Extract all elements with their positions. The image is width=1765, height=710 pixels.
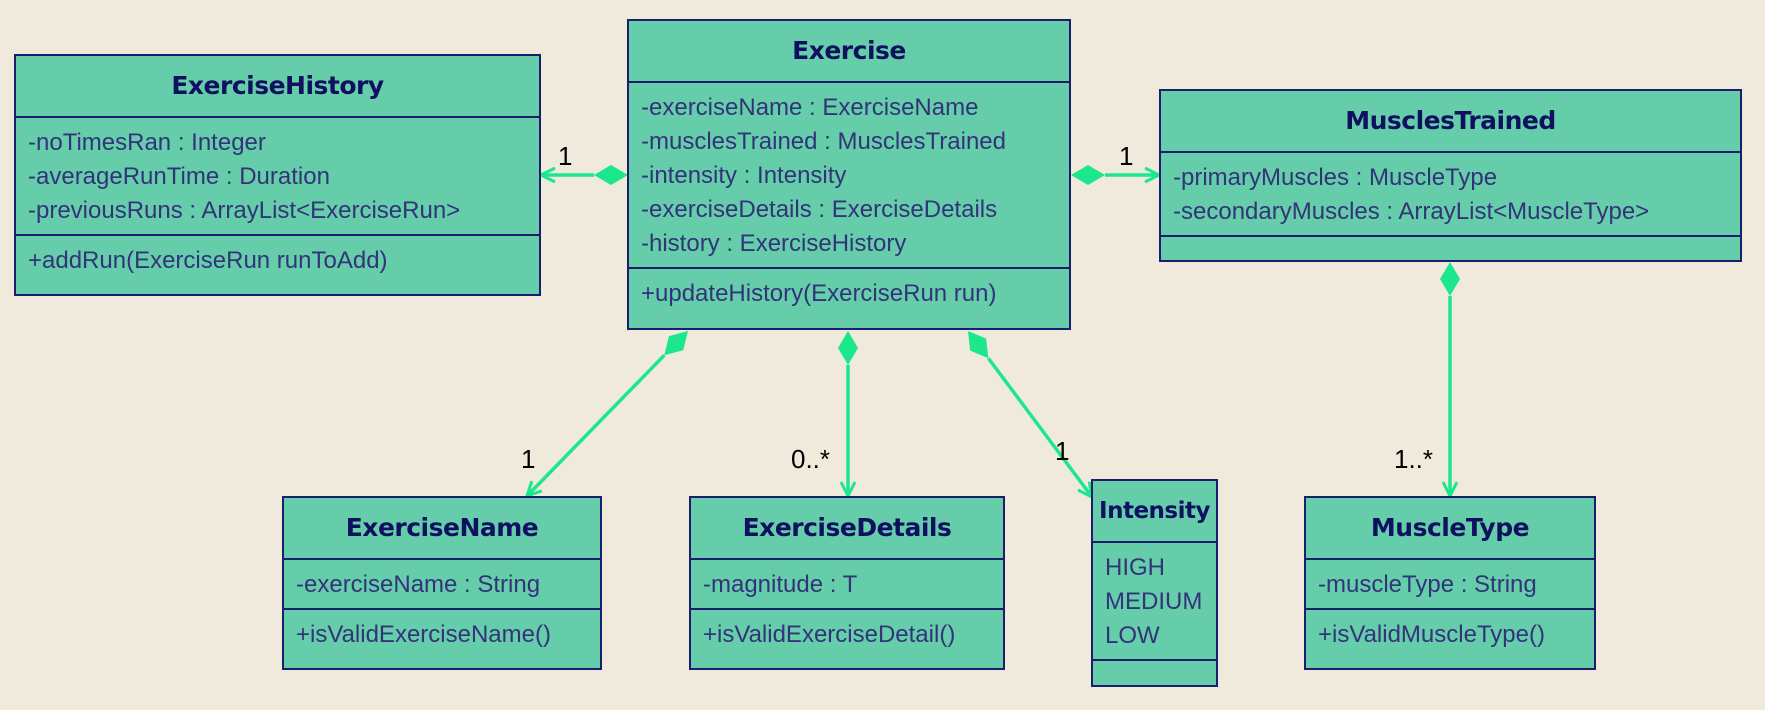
multiplicity-exercise-name: 1 — [521, 444, 535, 474]
method: +isValidMuscleType() — [1318, 621, 1545, 648]
composition-exercise-muscles-trained — [1071, 165, 1159, 185]
class-name: ExerciseName — [284, 498, 600, 560]
class-name: MusclesTrained — [1161, 91, 1740, 153]
composition-exercise-intensity — [968, 331, 1092, 497]
composition-diamond-icon — [838, 331, 858, 365]
attributes-section: -muscleType : String — [1306, 560, 1594, 610]
method: +isValidExerciseName() — [296, 621, 551, 648]
composition-diamond-icon — [1071, 165, 1105, 185]
methods-section — [1093, 661, 1216, 677]
composition-exercise-details — [838, 331, 858, 496]
attribute: -exerciseDetails : ExerciseDetails — [641, 196, 998, 223]
attribute: -averageRunTime : Duration — [28, 163, 330, 190]
multiplicity-intensity: 1 — [1055, 436, 1069, 466]
multiplicity-exercise-details: 0..* — [791, 444, 830, 474]
attribute: -exerciseName : ExerciseName — [641, 94, 979, 121]
attributes-section: -primaryMuscles : MuscleType -secondaryM… — [1161, 153, 1740, 237]
class-exercise-name[interactable]: ExerciseName -exerciseName : String +isV… — [282, 496, 602, 670]
attributes-section: -exerciseName : ExerciseName -musclesTra… — [629, 83, 1069, 269]
composition-exercise-name — [527, 331, 688, 496]
enum-literal: LOW — [1105, 622, 1160, 649]
attributes-section: -exerciseName : String — [284, 560, 600, 610]
class-muscles-trained[interactable]: MusclesTrained -primaryMuscles : MuscleT… — [1159, 89, 1742, 262]
attribute: -secondaryMuscles : ArrayList<MuscleType… — [1173, 198, 1650, 225]
class-name: MuscleType — [1306, 498, 1594, 560]
multiplicity-history: 1 — [558, 141, 572, 171]
methods-section: +isValidMuscleType() — [1306, 610, 1594, 658]
composition-muscles-trained-type — [1440, 262, 1460, 496]
class-exercise-details[interactable]: ExerciseDetails -magnitude : T +isValidE… — [689, 496, 1005, 670]
attribute: -intensity : Intensity — [641, 162, 847, 189]
attribute: -history : ExerciseHistory — [641, 230, 907, 257]
composition-diamond-icon — [594, 165, 628, 185]
method: +updateHistory(ExerciseRun run) — [641, 280, 997, 307]
method: +addRun(ExerciseRun runToAdd) — [28, 247, 388, 274]
methods-section: +addRun(ExerciseRun runToAdd) — [16, 236, 539, 284]
methods-section: +isValidExerciseDetail() — [691, 610, 1003, 658]
class-exercise[interactable]: Exercise -exerciseName : ExerciseName -m… — [627, 19, 1071, 330]
attributes-section: HIGH MEDIUM LOW — [1093, 543, 1216, 661]
attribute: -noTimesRan : Integer — [28, 129, 266, 156]
attribute: -previousRuns : ArrayList<ExerciseRun> — [28, 197, 461, 224]
methods-section — [1161, 237, 1740, 253]
composition-diamond-icon — [664, 331, 688, 356]
attribute: -musclesTrained : MusclesTrained — [641, 128, 1007, 155]
enum-literal: HIGH — [1105, 554, 1165, 581]
class-muscle-type[interactable]: MuscleType -muscleType : String +isValid… — [1304, 496, 1596, 670]
class-name: Intensity — [1093, 481, 1216, 543]
class-name: ExerciseDetails — [691, 498, 1003, 560]
method: +isValidExerciseDetail() — [703, 621, 956, 648]
connector-line — [527, 354, 666, 496]
methods-section: +isValidExerciseName() — [284, 610, 600, 658]
multiplicity-muscle-type: 1..* — [1394, 444, 1433, 474]
connector-line — [986, 357, 1092, 497]
class-intensity[interactable]: Intensity HIGH MEDIUM LOW — [1091, 479, 1218, 687]
attributes-section: -noTimesRan : Integer -averageRunTime : … — [16, 118, 539, 236]
composition-diamond-icon — [1440, 262, 1460, 296]
attribute: -exerciseName : String — [296, 571, 541, 598]
methods-section: +updateHistory(ExerciseRun run) — [629, 269, 1069, 317]
multiplicity-muscles-trained: 1 — [1119, 141, 1133, 171]
attribute: -muscleType : String — [1318, 571, 1537, 598]
class-name: ExerciseHistory — [16, 56, 539, 118]
attributes-section: -magnitude : T — [691, 560, 1003, 610]
enum-literal: MEDIUM — [1105, 588, 1203, 615]
composition-exercise-history — [541, 165, 628, 185]
class-name: Exercise — [629, 21, 1069, 83]
class-exercise-history[interactable]: ExerciseHistory -noTimesRan : Integer -a… — [14, 54, 541, 296]
attribute: -primaryMuscles : MuscleType — [1173, 164, 1498, 191]
attribute: -magnitude : T — [703, 571, 858, 598]
composition-diamond-icon — [968, 331, 989, 359]
